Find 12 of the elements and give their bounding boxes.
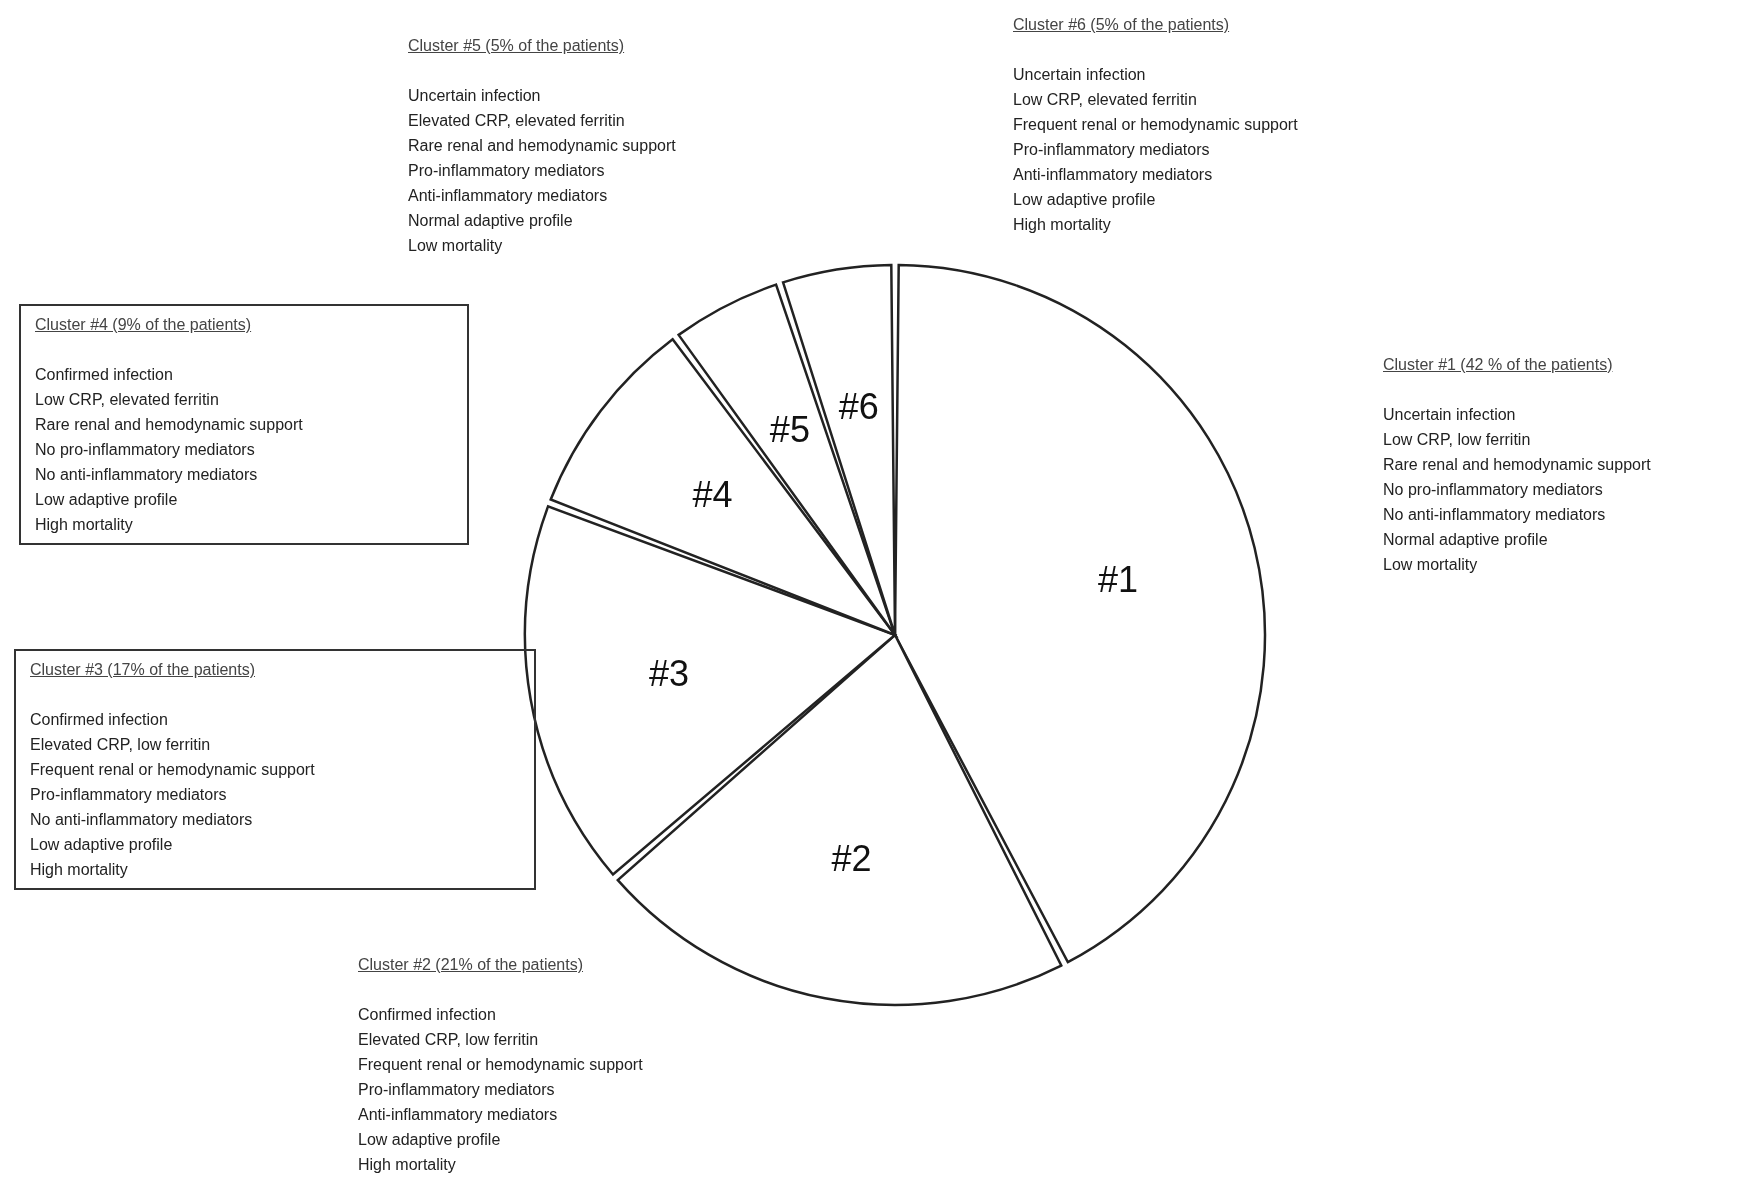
text: Cluster #4 (9% of the patients) Confirmed infection Low CRP, elevated ferritin Rare renal and hemodynamic support No pro-inflammatory mediators No anti-inflammatory mediators Low adaptive profile High mortality — [35, 316, 303, 533]
slice-label: #2 — [831, 838, 872, 880]
text: Cluster #1 (42 % of the patients) Uncertain infection Low CRP, low ferritin Rare renal and hemodynamic support No pro-inflammatory mediators No anti-inflammatory mediators Normal adaptive profile Low mortality — [1383, 356, 1651, 573]
slice-label: #3 — [649, 652, 690, 694]
text: Cluster #5 (5% of the patients) Uncertain infection Elevated CRP, elevated ferritin Rare renal and hemodynamic support Pro-inflammatory mediators Anti-inflammatory mediators Normal adaptive profile Low mortality — [408, 37, 676, 254]
text: Cluster #2 (21% of the patients) Confirmed infection Elevated CRP, low ferritin Frequent renal or hemodynamic support Pro-inflammatory mediators Anti-inflammatory mediators Low adaptive profile High mortality — [358, 956, 643, 1173]
slice-label: #6 — [838, 386, 879, 428]
text: Cluster #3 (17% of the patients) Confirmed infection Elevated CRP, low ferritin Frequent renal or hemodynamic support Pro-inflammatory mediators No anti-inflammatory mediators Low adaptive profile High mortality — [30, 661, 315, 878]
text: Cluster #6 (5% of the patients) Uncertain infection Low CRP, elevated ferritin Frequent renal or hemodynamic support Pro-inflammatory mediators Anti-inflammatory mediators Low adaptive profile High mortality — [1013, 16, 1298, 233]
slice-label: #1 — [1097, 558, 1138, 600]
slice-label: #5 — [769, 409, 810, 451]
slice-label: #4 — [692, 474, 733, 516]
